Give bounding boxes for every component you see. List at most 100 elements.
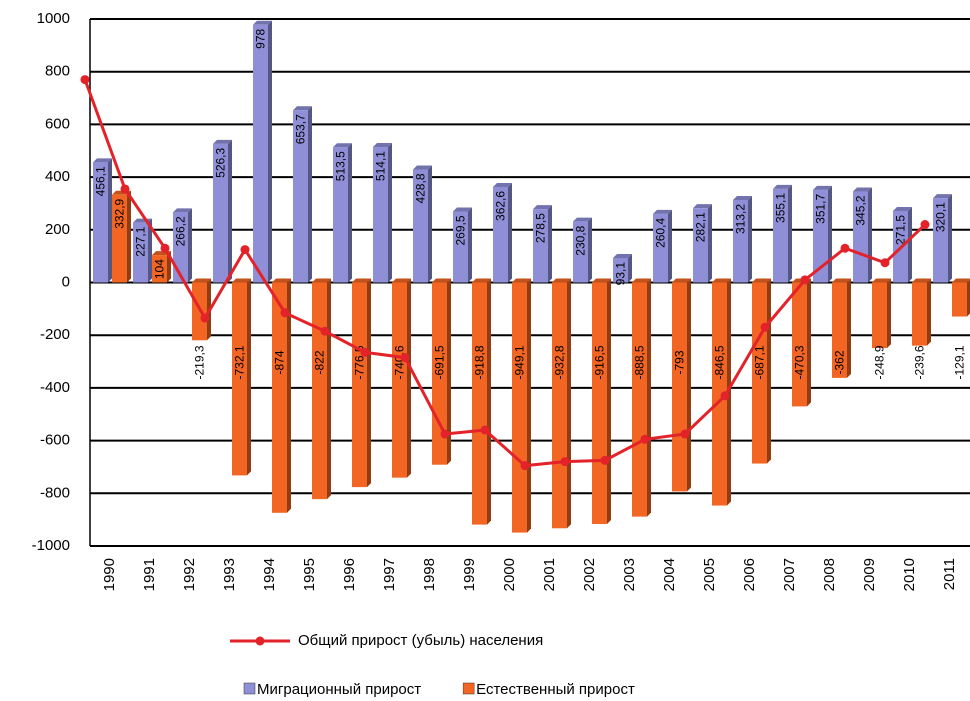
bar-side [487,278,491,525]
bar-top [533,205,552,210]
y-tick-label: 0 [62,273,70,290]
bar [632,282,647,517]
bar-top [912,278,931,283]
y-tick-label: -800 [40,484,70,501]
bar-group [672,278,691,492]
bar-group [693,204,712,283]
bar-group [373,143,392,283]
bar-side [967,279,970,317]
bar-top [813,185,832,190]
value-label: -822 [313,350,327,374]
bar-top [773,184,792,189]
bar [392,282,407,478]
line-point [760,322,770,332]
bar-top [893,206,912,211]
line-point [680,429,690,439]
line-point [560,457,570,467]
bar [592,282,607,524]
legend-label: Естественный прирост [476,681,635,698]
value-label: -949,1 [513,345,527,379]
value-label: -874 [273,350,287,374]
bar-side [527,278,531,533]
line-point [280,308,290,318]
bar-group [232,278,251,476]
line-point [480,425,490,435]
value-label: -932,8 [553,345,567,379]
bar-group [933,194,952,283]
line-point [160,243,170,253]
bar-group [552,278,571,529]
bar-group [792,278,811,407]
bar-top [653,209,672,214]
legend-label: Общий прирост (убыль) населения [298,632,543,649]
line-point [80,75,90,85]
value-label: 282,1 [694,212,708,242]
line-point [200,313,210,323]
bar [453,211,468,283]
value-label: -687,1 [753,345,767,379]
bar [792,282,807,407]
x-tick-label: 1996 [341,558,358,591]
bar-side [327,278,331,500]
bar [912,282,927,346]
bar [712,282,727,506]
value-label: 260,4 [654,218,668,248]
legend-label: Миграционный прирост [257,681,421,698]
value-label: 513,5 [334,151,348,181]
value-label: 345,2 [854,195,868,225]
x-tick-label: 2002 [581,558,598,591]
bar-side [607,278,611,524]
bar-group [352,278,371,488]
value-label: 355,1 [774,193,788,223]
bar [413,169,428,283]
bar [533,209,548,283]
bar-top [352,278,371,283]
bar-group [413,165,432,283]
bar-side [887,278,891,349]
bar-top [712,278,731,283]
y-tick-label: -400 [40,379,70,396]
bar-group [312,278,331,500]
bar-top [613,253,632,258]
bar [933,198,948,283]
bar [813,189,828,283]
bar-top [952,278,970,283]
bar-top [373,143,392,148]
line-point [400,353,410,363]
bar-top [573,217,592,222]
bar [552,282,567,529]
bar-top [413,165,432,170]
bar [832,282,847,378]
bar-group [573,217,592,283]
value-label: -740,6 [393,345,407,379]
x-tick-label: 2004 [661,558,678,591]
line-point [240,245,250,255]
bar-top [293,106,312,111]
bar-top [213,139,232,144]
value-label: -470,3 [793,345,807,379]
x-tick-label: 2011 [941,558,958,590]
value-label: 313,2 [734,204,748,234]
bar-group [952,278,970,317]
value-label: -916,5 [593,345,607,379]
y-tick-label: 1000 [37,10,70,27]
bar-side [468,207,472,283]
y-tick-label: 800 [45,63,70,80]
x-tick-label: 2005 [701,558,718,591]
bar-side [447,278,451,465]
value-label: -129,1 [953,345,967,379]
line-point [880,258,890,268]
bar-side [668,209,672,283]
bar-group [293,106,312,283]
bar-top [933,194,952,199]
legend-marker [255,636,265,646]
bar-side [628,253,632,283]
bar-top [93,158,112,163]
bar-group [472,278,491,525]
bar-side [727,278,731,506]
x-tick-label: 1990 [101,558,118,591]
line-point [440,429,450,439]
value-label: -248,9 [873,345,887,379]
value-label: 351,7 [814,194,828,224]
